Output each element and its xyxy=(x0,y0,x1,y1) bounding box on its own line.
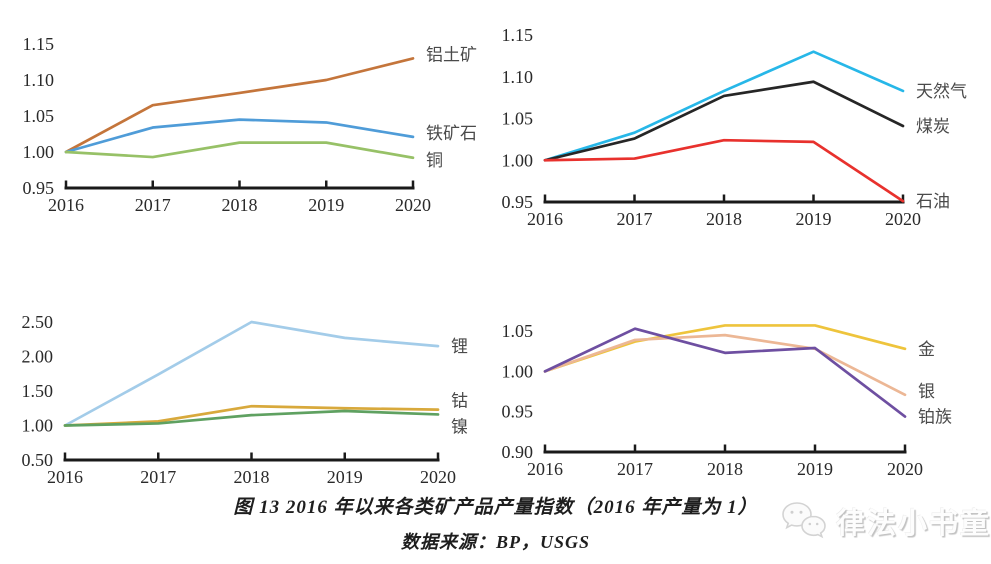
y-tick-label: 1.50 xyxy=(22,381,54,401)
y-tick-label: 1.15 xyxy=(502,25,534,45)
chart-top-left-canvas: 2016 2017 2018 2019 2020 0.95 1.00 1.05 1.10 1.15… xyxy=(23,34,478,215)
x-tick-label: 2018 xyxy=(706,209,742,229)
y-tick-label: 0.90 xyxy=(502,442,534,462)
x-tick-label: 2019 xyxy=(797,459,833,479)
chart-bottom-left-battery-metals: 2016 2017 2018 2019 2020 0.50 1.00 1.50 2.00 2.50… xyxy=(0,293,494,508)
y-tick-label: 1.10 xyxy=(23,70,55,90)
y-tick-label: 0.95 xyxy=(502,192,534,212)
x-tick-label: 2016 xyxy=(527,209,563,229)
y-tick-label: 1.05 xyxy=(502,109,534,129)
series-line-镍 xyxy=(63,409,440,427)
series-line-煤炭 xyxy=(543,80,905,162)
x-tick-label: 2020 xyxy=(395,195,431,215)
x-tick-label: 2019 xyxy=(327,467,363,487)
series-label-铝土矿: 铝土矿 xyxy=(426,45,477,64)
x-tick-label: 2017 xyxy=(135,195,171,215)
y-tick-label: 1.10 xyxy=(502,67,534,87)
x-tick-label: 2016 xyxy=(47,467,83,487)
series-label-石油: 石油 xyxy=(916,192,950,211)
series-label-镍: 镍 xyxy=(451,417,468,436)
y-tick-label: 1.00 xyxy=(502,361,534,381)
series-line-铂族 xyxy=(543,327,907,418)
y-tick-label: 0.95 xyxy=(502,402,534,422)
series-line-金 xyxy=(543,324,907,373)
series-line-钴 xyxy=(63,404,440,427)
series-label-钴: 钴 xyxy=(451,392,468,411)
y-tick-label: 2.00 xyxy=(22,347,54,367)
y-tick-label: 0.50 xyxy=(22,450,54,470)
x-tick-label: 2016 xyxy=(48,195,84,215)
x-tick-label: 2020 xyxy=(887,459,923,479)
x-tick-label: 2018 xyxy=(222,195,258,215)
series-label-天然气: 天然气 xyxy=(916,82,967,101)
series-label-铁矿石: 铁矿石 xyxy=(426,124,477,143)
y-tick-label: 1.00 xyxy=(23,142,55,162)
y-tick-label: 1.05 xyxy=(502,321,534,341)
chart-top-left-metal-ores: 2016 2017 2018 2019 2020 0.95 1.00 1.05 1.10 1.15… xyxy=(0,6,492,248)
chart-top-right-fossil-fuels: 2016 2017 2018 2019 2020 0.95 1.00 1.05 1.10 1.15… xyxy=(495,0,991,248)
x-tick-label: 2017 xyxy=(617,209,653,229)
series-label-银: 银 xyxy=(918,382,935,401)
x-tick-label: 2018 xyxy=(707,459,743,479)
x-tick-label: 2019 xyxy=(308,195,344,215)
series-label-金: 金 xyxy=(918,340,935,359)
series-line-石油 xyxy=(543,138,905,203)
x-tick-label: 2017 xyxy=(617,459,653,479)
figure-caption: 图 13 2016 年以来各类矿产品产量指数（2016 年产量为 1） xyxy=(233,497,758,518)
chart-bottom-right-precious-metals: 2016 2017 2018 2019 2020 0.90 0.95 1.00 1.05 金银铂族 xyxy=(495,293,991,508)
series-line-锂 xyxy=(63,320,440,427)
y-tick-label: 0.95 xyxy=(23,178,55,198)
series-label-煤炭: 煤炭 xyxy=(916,117,950,136)
x-tick-label: 2018 xyxy=(234,467,270,487)
series-line-铁矿石 xyxy=(64,118,415,154)
y-tick-label: 1.00 xyxy=(22,416,54,436)
y-tick-label: 1.00 xyxy=(502,150,534,170)
series-line-天然气 xyxy=(543,50,905,162)
series-line-铝土矿 xyxy=(64,57,415,154)
wechat-icon xyxy=(782,502,826,539)
y-tick-label: 1.05 xyxy=(23,106,55,126)
series-label-铂族: 铂族 xyxy=(918,408,952,427)
x-tick-label: 2020 xyxy=(885,209,921,229)
series-label-铜: 铜 xyxy=(426,151,443,170)
chart-bottom-left-canvas: 2016 2017 2018 2019 2020 0.50 1.00 1.50 2.00 2.50… xyxy=(22,312,469,487)
chart-top-right-canvas: 2016 2017 2018 2019 2020 0.95 1.00 1.05 1.10 1.15… xyxy=(502,25,968,229)
x-tick-label: 2016 xyxy=(527,459,563,479)
series-label-锂: 锂 xyxy=(451,337,468,356)
figure-source: 数据来源：BP，USGS xyxy=(400,532,591,552)
series-line-铜 xyxy=(64,141,415,160)
x-tick-label: 2017 xyxy=(140,467,176,487)
x-tick-label: 2020 xyxy=(420,467,456,487)
x-tick-label: 2019 xyxy=(796,209,832,229)
y-tick-label: 2.50 xyxy=(22,312,54,332)
series-line-银 xyxy=(543,333,907,397)
y-tick-label: 1.15 xyxy=(23,34,55,54)
watermark-text: 律法小书童 xyxy=(836,508,991,540)
watermark: 律法小书童 xyxy=(780,500,991,542)
